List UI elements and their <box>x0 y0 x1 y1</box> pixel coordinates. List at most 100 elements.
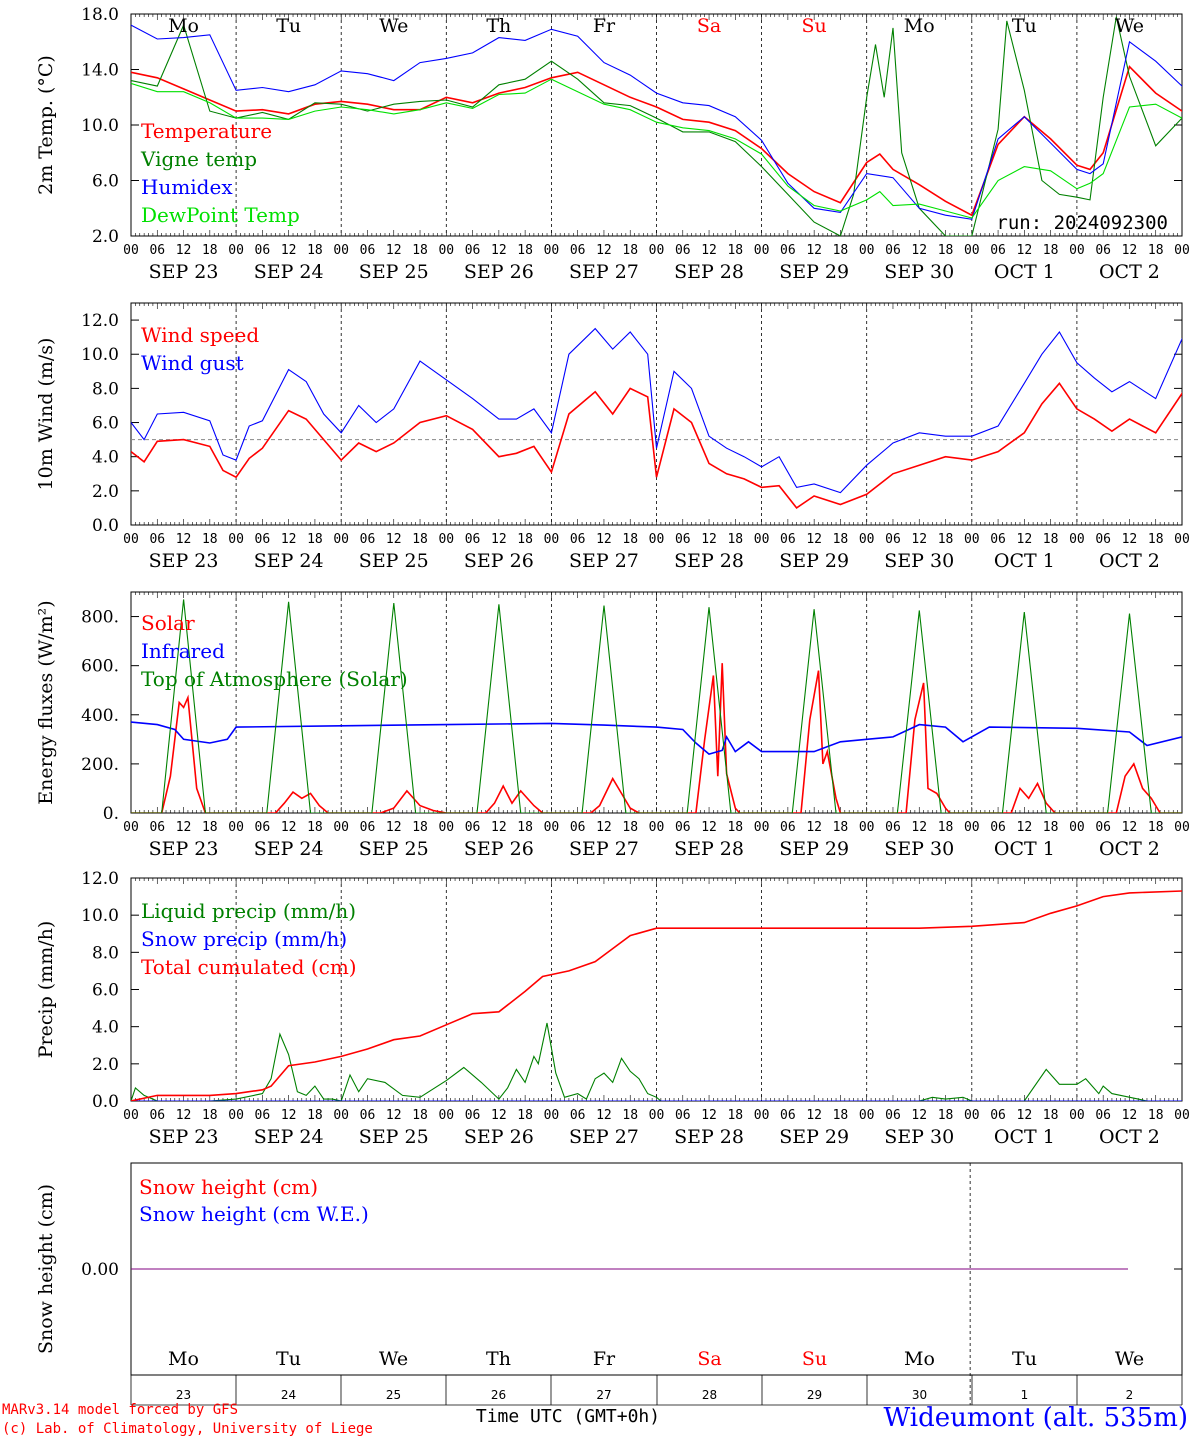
hour-tick-label: 00 <box>333 532 349 547</box>
y-axis-title: Snow height (cm) <box>35 1184 57 1354</box>
weekday-label: We <box>379 1348 408 1370</box>
hour-tick-label: 18 <box>1043 243 1059 258</box>
y-tick-label: 10.0 <box>81 906 119 926</box>
hour-tick-label: 06 <box>885 243 901 258</box>
hour-tick-label: 00 <box>438 243 454 258</box>
hour-tick-label: 06 <box>465 820 481 835</box>
hour-tick-label: 12 <box>596 532 612 547</box>
series-group <box>131 599 1182 813</box>
hour-tick-label: 06 <box>1095 243 1111 258</box>
y-tick-label: 6.0 <box>92 414 119 434</box>
legend-entry: DewPoint Temp <box>141 203 300 227</box>
y-tick-label: 2.0 <box>92 482 119 502</box>
hour-tick-label: 12 <box>386 243 402 258</box>
hour-tick-label: 18 <box>622 820 638 835</box>
hour-tick-label: 18 <box>517 243 533 258</box>
hour-tick-label: 00 <box>1069 1108 1085 1123</box>
hour-tick-label: 00 <box>544 243 560 258</box>
hour-tick-label: 12 <box>1017 532 1033 547</box>
date-label: SEP 23 <box>149 550 219 572</box>
hour-tick-label: 12 <box>806 243 822 258</box>
day-number-label: 26 <box>491 1388 506 1402</box>
y-axis-title: Precip (mm/h) <box>35 921 57 1059</box>
date-label: SEP 23 <box>149 261 219 283</box>
legend-entry: Top of Atmosphere (Solar) <box>141 667 408 691</box>
model-credit: MARv3.14 model forced by GFS <box>2 1402 238 1418</box>
series-line-total-cumulated-cm- <box>131 890 1182 1101</box>
hour-tick-label: 06 <box>360 1108 376 1123</box>
y-tick-label: 8.0 <box>92 379 119 399</box>
date-label: SEP 29 <box>779 261 849 283</box>
hour-tick-label: 00 <box>754 243 770 258</box>
hour-tick-label: 12 <box>491 243 507 258</box>
panel-3 <box>130 591 1183 814</box>
hour-tick-label: 18 <box>727 820 743 835</box>
date-label: SEP 28 <box>674 1126 744 1148</box>
hour-tick-label: 06 <box>990 1108 1006 1123</box>
date-label: SEP 26 <box>464 261 534 283</box>
hour-tick-label: 00 <box>649 1108 665 1123</box>
time-axis-label: Time UTC (GMT+0h) <box>476 1406 660 1427</box>
weekday-label: We <box>1115 1348 1144 1370</box>
hour-tick-label: 00 <box>649 532 665 547</box>
weekday-label: Fr <box>593 1348 616 1370</box>
hour-tick-label: 12 <box>491 820 507 835</box>
date-label: SEP 28 <box>674 550 744 572</box>
hour-tick-label: 00 <box>333 820 349 835</box>
hour-tick-label: 12 <box>596 243 612 258</box>
hour-tick-label: 12 <box>1122 1108 1138 1123</box>
date-label: SEP 28 <box>674 261 744 283</box>
hour-tick-label: 00 <box>964 1108 980 1123</box>
hour-tick-label: 18 <box>307 1108 323 1123</box>
legend-entry: Humidex <box>141 175 233 199</box>
hour-tick-label: 06 <box>1095 820 1111 835</box>
hour-tick-label: 12 <box>491 1108 507 1123</box>
hour-tick-label: 06 <box>780 532 796 547</box>
y-tick-label: 400. <box>81 706 119 726</box>
hour-tick-label: 00 <box>1069 243 1085 258</box>
weekday-label: Sa <box>697 15 721 37</box>
hour-tick-label: 18 <box>307 820 323 835</box>
legend-entry: Temperature <box>141 119 272 143</box>
hour-tick-label: 12 <box>281 243 297 258</box>
y-tick-label: 18.0 <box>81 5 119 25</box>
hour-tick-label: 18 <box>833 532 849 547</box>
date-label: SEP 30 <box>884 838 954 860</box>
hour-tick-label: 18 <box>202 1108 218 1123</box>
hour-tick-label: 00 <box>438 820 454 835</box>
hour-tick-label: 00 <box>544 532 560 547</box>
date-label: SEP 30 <box>884 1126 954 1148</box>
y-tick-label: 0.0 <box>92 516 119 536</box>
hour-tick-label: 12 <box>1017 1108 1033 1123</box>
y-tick-label: 0. <box>103 804 119 824</box>
day-number-label: 30 <box>912 1388 927 1402</box>
hour-tick-label: 00 <box>1069 820 1085 835</box>
hour-tick-label: 06 <box>255 1108 271 1123</box>
date-label: SEP 24 <box>254 838 324 860</box>
hour-tick-label: 00 <box>964 243 980 258</box>
hour-tick-label: 18 <box>517 820 533 835</box>
hour-tick-label: 06 <box>570 532 586 547</box>
weekday-label: Tu <box>276 15 301 37</box>
date-label: SEP 26 <box>464 838 534 860</box>
hour-tick-label: 18 <box>938 820 954 835</box>
hour-tick-label: 12 <box>491 532 507 547</box>
hour-tick-label: 18 <box>1043 532 1059 547</box>
weekday-label: Tu <box>1012 15 1037 37</box>
series-line-solar <box>131 663 1182 813</box>
y-axis-title: 2m Temp. (°C) <box>35 55 57 195</box>
y-tick-label: 12.0 <box>81 311 119 331</box>
weekday-label: Su <box>802 1348 827 1370</box>
hour-tick-label: 06 <box>885 1108 901 1123</box>
hour-tick-label: 06 <box>570 1108 586 1123</box>
y-tick-label: 0.0 <box>92 1092 119 1112</box>
hour-tick-label: 12 <box>1017 243 1033 258</box>
legend-entry: Wind gust <box>141 351 244 375</box>
date-label: OCT 1 <box>994 261 1055 283</box>
panel-4 <box>130 877 1183 1102</box>
date-label: SEP 24 <box>254 550 324 572</box>
weekday-label: We <box>1115 15 1144 37</box>
hour-tick-label: 12 <box>806 532 822 547</box>
weekday-label: Tu <box>276 1348 301 1370</box>
hour-tick-label: 12 <box>281 820 297 835</box>
